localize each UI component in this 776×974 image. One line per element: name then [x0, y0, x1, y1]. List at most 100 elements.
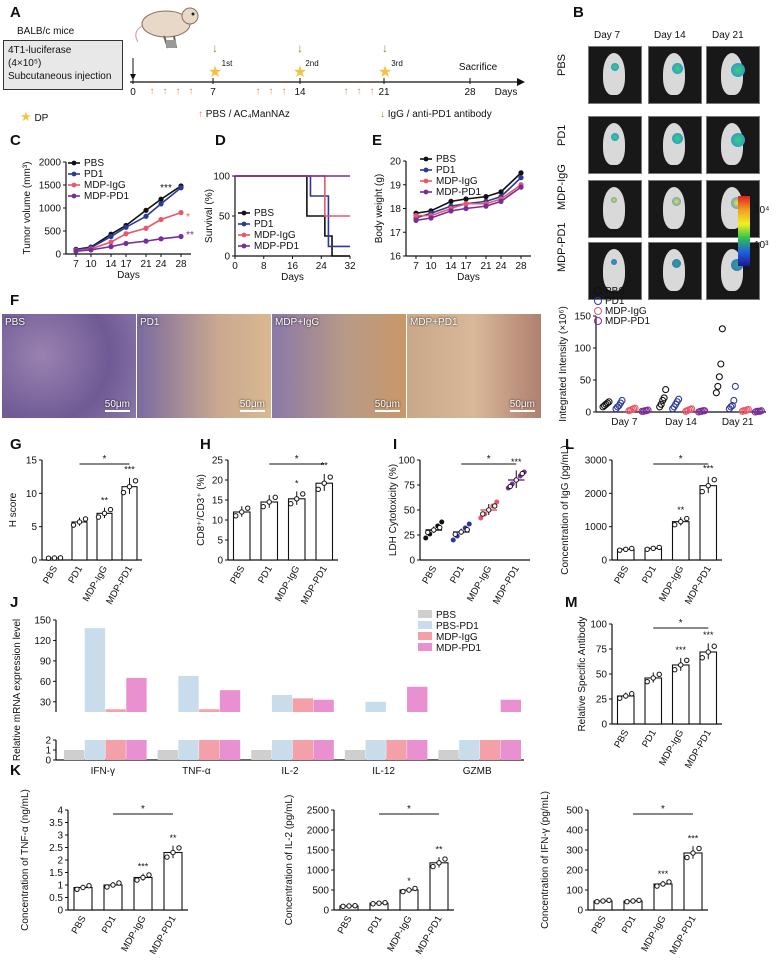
- significance-star: ***: [703, 464, 714, 474]
- significance-bracket-label: *: [487, 454, 491, 465]
- data-point: [623, 693, 629, 699]
- significance-bracket-label: *: [295, 454, 299, 465]
- y-tick-label: 15: [26, 456, 38, 467]
- data-point: [458, 529, 464, 535]
- significance-star: ***: [511, 457, 522, 467]
- y-tick-label: 4: [57, 806, 63, 817]
- y-tick-label: 2500: [307, 806, 330, 817]
- data-point: [600, 898, 606, 904]
- data-point: [245, 505, 251, 511]
- bar: [178, 675, 199, 712]
- data-point: [57, 555, 64, 561]
- y-tick-label: 20: [212, 476, 224, 487]
- panel-letter-k: K: [10, 762, 21, 779]
- y-tick-label: 100: [213, 172, 230, 183]
- series-point: [158, 236, 164, 242]
- timeline-days-label: Days: [495, 87, 518, 98]
- y-tick-label: 3.5: [49, 818, 63, 829]
- y-axis-label: Survival (%): [204, 189, 215, 243]
- x-tick-label: 0: [232, 261, 238, 272]
- bar: [219, 740, 241, 760]
- series-point: [518, 175, 524, 181]
- data-point: [731, 382, 739, 390]
- x-tick-label: PD1: [66, 564, 85, 586]
- data-point: [492, 503, 498, 509]
- scale-bar: 50μm: [509, 399, 535, 412]
- tumor-signal: [731, 63, 745, 77]
- y-tick-label: 60: [40, 677, 52, 688]
- bar: [459, 740, 480, 760]
- data-point: [120, 489, 127, 496]
- data-point: [406, 887, 412, 893]
- legend-marker: [423, 167, 429, 173]
- series-line-pbs: [235, 175, 350, 257]
- series-point: [143, 213, 149, 219]
- bar: [105, 740, 126, 760]
- timeline-tick-label: 28: [464, 87, 476, 98]
- scale-bar: 50μm: [104, 399, 130, 412]
- series-point: [158, 201, 164, 207]
- y-tick-label: 3000: [585, 456, 608, 467]
- x-tick-label: 21: [480, 261, 492, 272]
- bioluminescence-image: [588, 116, 642, 174]
- bar: [292, 740, 314, 760]
- data-point: [116, 880, 122, 886]
- bar: [178, 740, 199, 760]
- data-point: [486, 507, 492, 513]
- x-tick-label: PD1: [366, 914, 385, 936]
- legend-marker: [241, 210, 247, 216]
- data-point: [629, 691, 635, 697]
- data-point: [132, 478, 139, 484]
- data-point: [70, 522, 77, 528]
- model-line-2: (4×10⁵): [8, 58, 42, 69]
- panel-letter-l: L: [565, 436, 575, 453]
- data-point: [727, 403, 735, 411]
- legend-marker: [423, 156, 429, 162]
- y-tick-label: 1000: [307, 866, 330, 877]
- y-axis-label: Relative Specific Antibody: [577, 616, 588, 731]
- x-tick-label: IL-2: [281, 766, 299, 777]
- series-point: [428, 215, 434, 221]
- data-point: [436, 860, 442, 866]
- tumor-signal: [731, 133, 745, 147]
- x-tick-label: TNF-α: [182, 766, 211, 777]
- x-tick-label: MDP-IgG: [119, 914, 148, 954]
- data-point: [140, 874, 146, 881]
- bar: [271, 694, 293, 712]
- series-point: [123, 240, 129, 247]
- y-axis-label: Tumor volume (mm³): [22, 162, 33, 255]
- mouse-strain-label: BALB/c mice: [17, 26, 75, 37]
- x-tick-label: Day 7: [611, 417, 638, 428]
- series-point: [158, 196, 164, 202]
- bioluminescence-image: [706, 242, 760, 300]
- y-tick-label: 50: [404, 506, 416, 517]
- colorbar: [738, 196, 750, 266]
- treatment-label: 2nd: [305, 59, 318, 68]
- x-tick-label: 28: [175, 259, 187, 270]
- y-tick-label: 50: [219, 212, 231, 223]
- significance-star: ***: [658, 869, 669, 879]
- significance-star: ***: [703, 630, 714, 640]
- arrow-up-icon: ↑: [189, 86, 194, 97]
- data-point: [662, 386, 670, 394]
- y-tick-label: 2000: [307, 826, 330, 837]
- y-tick-label: 50: [596, 670, 608, 681]
- x-tick-label: MDP-IgG: [465, 564, 494, 604]
- series-point: [518, 184, 524, 190]
- significance-star: **: [677, 505, 685, 515]
- series-point: [158, 216, 164, 223]
- legend-label: MDP-PD1: [436, 187, 481, 198]
- panel-letter-j: J: [10, 594, 19, 611]
- legend-marker: [594, 317, 602, 325]
- mouse-body: [603, 53, 625, 95]
- x-tick-label: MDP-PD1: [668, 914, 699, 957]
- y-tick-label: 100: [398, 456, 415, 467]
- data-point: [684, 657, 690, 663]
- significance-star: **: [186, 230, 194, 241]
- treatment-label: 1st: [222, 59, 233, 68]
- legend-marker: [71, 182, 77, 188]
- significance-bracket-label: *: [103, 454, 107, 465]
- legend-marker: [241, 243, 247, 249]
- data-point: [164, 854, 170, 860]
- data-point: [699, 488, 705, 495]
